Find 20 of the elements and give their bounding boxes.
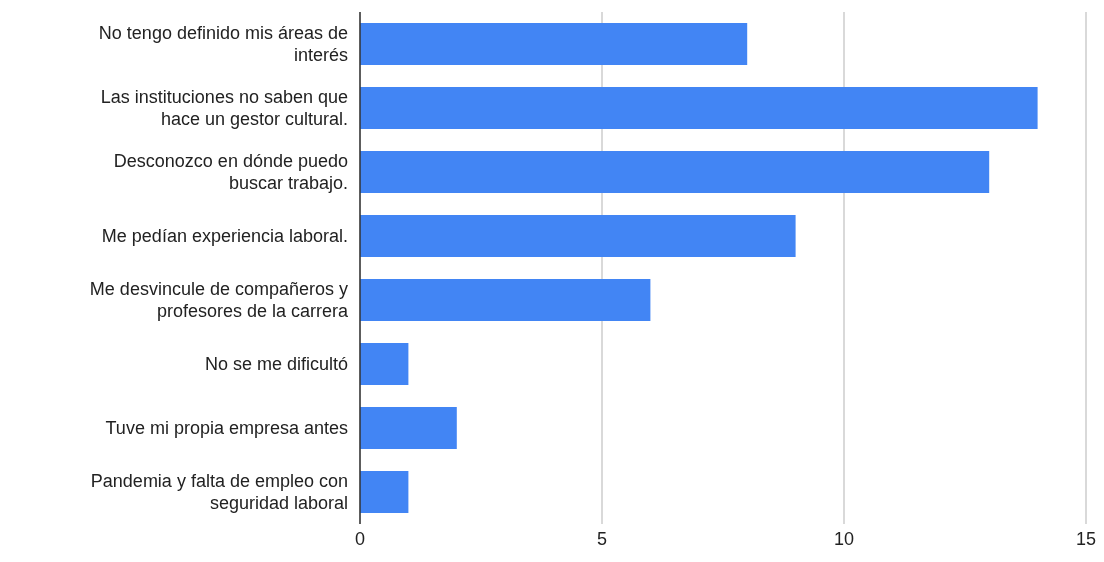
x-tick-label: 10 (833, 528, 855, 549)
y-tick-label: Las instituciones no saben que hace un gestor cultural. (100, 87, 348, 129)
bar (360, 342, 409, 385)
bar (360, 86, 1038, 129)
y-tick-label: Pandemia y falta de empleo con seguridad laboral (90, 471, 348, 513)
bar (360, 470, 409, 513)
bar (360, 22, 748, 65)
x-tick-label: 0 (354, 528, 366, 549)
bar (360, 278, 651, 321)
bar (360, 214, 796, 257)
y-tick-label: No tengo definido mis áreas de interés (98, 23, 348, 65)
y-tick-label: Desconozco en dónde puedo buscar trabajo. (113, 151, 348, 193)
y-tick-label: Tuve mi propia empresa antes (105, 418, 348, 438)
y-tick-label: Me desvincule de compañeros y profesores de la carrera (89, 279, 349, 321)
x-tick-label: 5 (596, 528, 608, 549)
bar (360, 150, 990, 193)
bar (360, 406, 457, 449)
y-tick-label: No se me dificultó (204, 354, 348, 374)
x-tick-label: 15 (1075, 528, 1097, 549)
y-tick-label: Me pedían experiencia laboral. (101, 226, 348, 246)
